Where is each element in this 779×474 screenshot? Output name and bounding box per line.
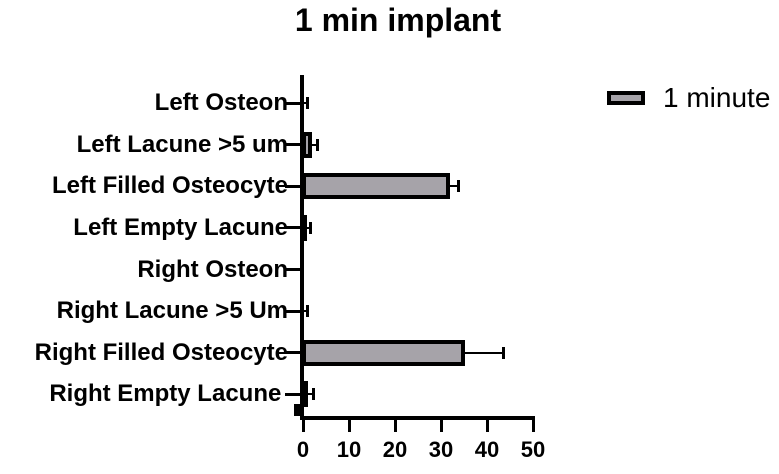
chart-title: 1 min implant (294, 2, 502, 38)
bar (302, 298, 305, 325)
error-bar-cap (306, 305, 310, 318)
x-axis-tick-label: 20 (382, 437, 408, 462)
x-axis-tick (439, 419, 443, 432)
category-tick (285, 268, 303, 272)
x-axis-tick-label: 40 (474, 437, 500, 462)
x-axis-tick (393, 419, 397, 432)
error-bar-line (464, 351, 504, 354)
category-label: Left Empty Lacune (73, 213, 288, 241)
bar (302, 173, 451, 200)
category-tick (285, 226, 303, 230)
bar-fill (306, 177, 447, 196)
error-bar-line (303, 102, 308, 104)
bar (302, 131, 313, 158)
x-axis-tick-label: 30 (428, 437, 454, 462)
error-bar-cap (312, 388, 315, 401)
bar-fill (306, 135, 309, 154)
x-axis-tick-label: 0 (296, 437, 310, 462)
category-tick (285, 184, 303, 188)
error-bar-line (304, 310, 308, 313)
category-label: Right Filled Osteocyte (34, 338, 288, 366)
legend: 1 minute (607, 84, 770, 112)
category-label: Left Lacune >5 um (76, 130, 288, 158)
legend-label: 1 minute (663, 82, 771, 113)
bar (302, 214, 308, 241)
error-bar-line (450, 185, 459, 188)
error-bar-line (307, 226, 311, 229)
x-axis-tick (301, 419, 305, 432)
category-tick (285, 392, 303, 396)
x-axis-tick (485, 419, 489, 432)
x-axis-line (299, 415, 535, 420)
category-tick (285, 101, 303, 105)
category-label: Right Lacune >5 Um (56, 297, 288, 325)
category-label: Right Empty Lacune (49, 380, 288, 408)
error-bar-cap (306, 97, 310, 109)
x-axis-tick (531, 419, 535, 432)
legend-swatch-icon (607, 91, 645, 105)
error-bar-cap (309, 221, 313, 234)
y-axis-end-tick (293, 404, 304, 416)
bar (302, 90, 304, 116)
error-bar-cap (502, 346, 506, 359)
category-tick (285, 143, 303, 147)
bar (302, 339, 465, 366)
error-bar-cap (457, 180, 461, 193)
category-label: Right Osteon (137, 255, 288, 283)
category-label: Left Filled Osteocyte (51, 172, 288, 200)
x-axis-tick-label: 50 (520, 437, 546, 462)
x-axis-tick (347, 419, 351, 432)
bar (302, 381, 308, 408)
y-axis-line (299, 75, 304, 420)
category-label: Left Osteon (154, 89, 288, 116)
error-bar-cap (315, 138, 319, 151)
bar-fill (306, 343, 461, 362)
error-bar-line (307, 393, 314, 396)
error-bar-line (312, 143, 318, 146)
x-axis-tick-label: 10 (336, 437, 362, 462)
category-tick (285, 309, 303, 313)
category-tick (285, 351, 303, 355)
